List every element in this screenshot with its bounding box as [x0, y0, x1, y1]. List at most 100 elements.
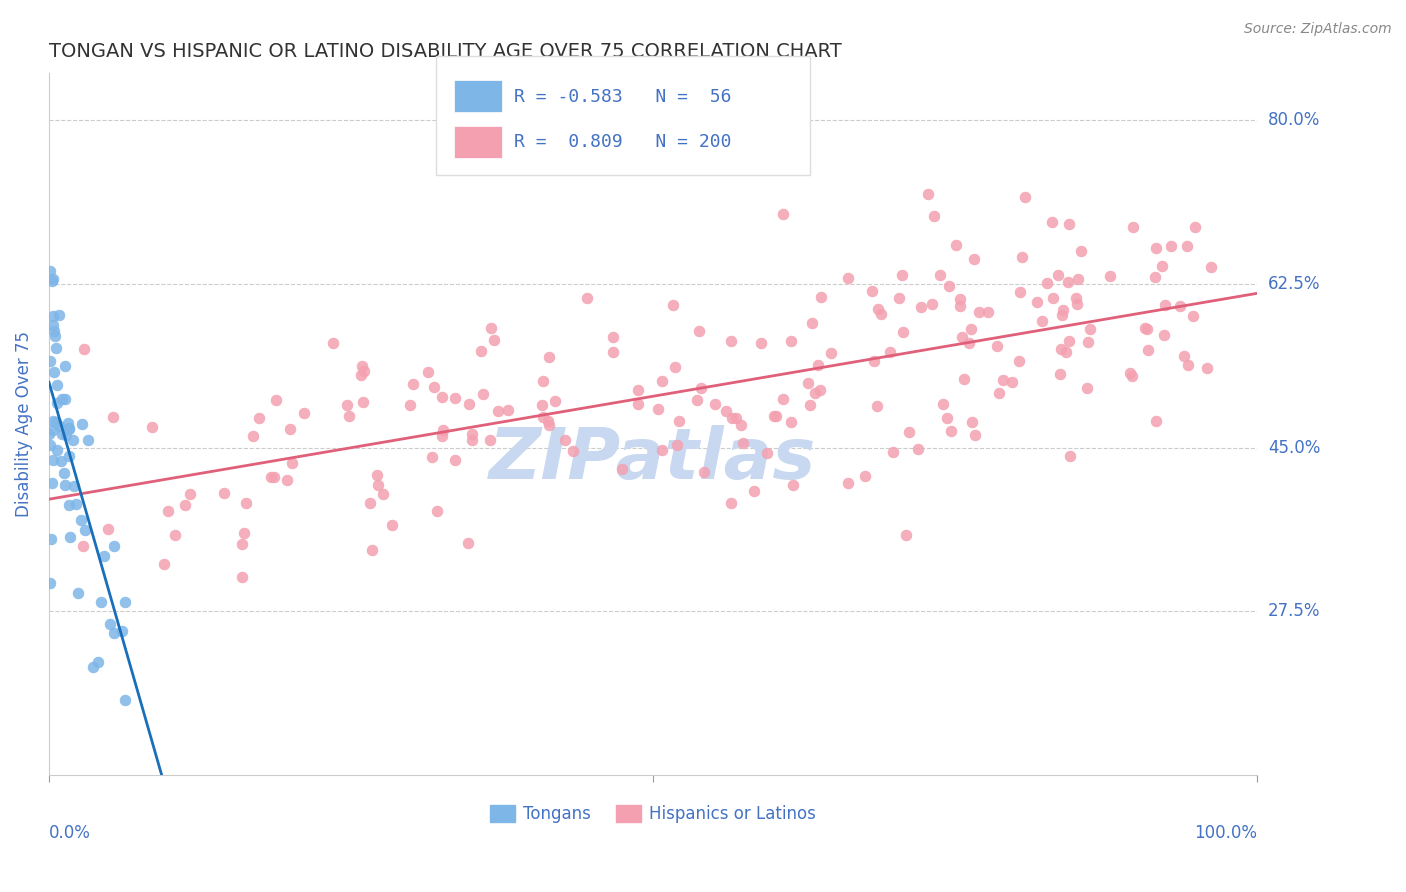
- Point: [690, 380, 713, 394]
- Point: [66, 585, 89, 599]
- Point: [371, 487, 394, 501]
- Point: [51, 426, 73, 441]
- Point: [960, 415, 983, 429]
- Point: [420, 450, 443, 464]
- Point: [1054, 344, 1077, 359]
- Point: [352, 359, 374, 373]
- Point: [1078, 322, 1101, 336]
- Point: [98, 617, 121, 632]
- Point: [42, 272, 65, 286]
- Point: [664, 360, 686, 375]
- Point: [627, 397, 650, 411]
- Point: [1076, 382, 1098, 396]
- Point: [39, 576, 62, 591]
- Point: [965, 428, 987, 442]
- Point: [890, 268, 912, 282]
- Point: [1050, 342, 1073, 356]
- Point: [366, 468, 388, 483]
- Point: [266, 393, 288, 408]
- Point: [101, 410, 124, 425]
- Point: [797, 376, 820, 390]
- Point: [103, 539, 125, 553]
- Point: [45, 341, 67, 355]
- Legend: Tongans, Hispanics or Latinos: Tongans, Hispanics or Latinos: [484, 798, 823, 830]
- Text: 62.5%: 62.5%: [1268, 275, 1320, 293]
- Point: [959, 322, 981, 336]
- Point: [353, 364, 375, 378]
- Point: [602, 345, 624, 359]
- Point: [703, 397, 725, 411]
- Point: [688, 324, 710, 338]
- Point: [444, 392, 467, 406]
- Point: [470, 344, 492, 359]
- Point: [232, 525, 254, 540]
- Text: ZIPatlas: ZIPatlas: [489, 425, 817, 494]
- Point: [423, 380, 446, 394]
- Point: [1042, 291, 1064, 305]
- Point: [73, 523, 96, 537]
- Point: [1133, 321, 1156, 335]
- Point: [720, 334, 742, 348]
- Point: [48, 419, 70, 434]
- FancyBboxPatch shape: [454, 126, 502, 158]
- Point: [1152, 259, 1174, 273]
- Point: [381, 518, 404, 533]
- Point: [65, 497, 87, 511]
- Point: [41, 275, 63, 289]
- Point: [53, 478, 76, 492]
- Point: [887, 292, 910, 306]
- Point: [765, 409, 787, 423]
- Point: [1119, 367, 1142, 381]
- Point: [58, 449, 80, 463]
- Point: [1011, 250, 1033, 264]
- Point: [538, 418, 561, 433]
- Point: [141, 419, 163, 434]
- Point: [46, 443, 69, 458]
- Point: [986, 339, 1008, 353]
- Point: [103, 626, 125, 640]
- Point: [235, 495, 257, 509]
- Point: [461, 433, 484, 447]
- Point: [666, 438, 689, 452]
- Point: [1066, 297, 1088, 311]
- Point: [1173, 349, 1195, 363]
- Point: [537, 414, 560, 428]
- Point: [111, 624, 134, 639]
- Point: [1001, 375, 1024, 389]
- Point: [432, 390, 454, 404]
- Point: [1099, 269, 1122, 284]
- Point: [837, 475, 859, 490]
- Point: [58, 422, 80, 436]
- Text: 80.0%: 80.0%: [1268, 112, 1320, 129]
- Point: [1154, 298, 1177, 312]
- Point: [537, 350, 560, 364]
- Point: [82, 659, 104, 673]
- Point: [62, 433, 84, 447]
- Point: [772, 207, 794, 221]
- Point: [42, 365, 65, 379]
- Point: [212, 486, 235, 500]
- Point: [51, 392, 73, 407]
- Point: [860, 284, 883, 298]
- Point: [1046, 268, 1069, 282]
- Point: [716, 404, 738, 418]
- Point: [957, 335, 980, 350]
- Point: [820, 346, 842, 360]
- Point: [941, 425, 963, 439]
- Point: [398, 399, 420, 413]
- Point: [51, 454, 73, 468]
- Y-axis label: Disability Age Over 75: Disability Age Over 75: [15, 331, 32, 517]
- Point: [544, 393, 567, 408]
- Point: [402, 376, 425, 391]
- Point: [868, 302, 890, 317]
- Point: [39, 354, 62, 368]
- Point: [602, 330, 624, 344]
- Point: [554, 434, 576, 448]
- Point: [1136, 322, 1159, 336]
- Point: [367, 477, 389, 491]
- Point: [70, 513, 93, 527]
- Point: [945, 238, 967, 252]
- Point: [693, 465, 716, 479]
- FancyBboxPatch shape: [454, 80, 502, 112]
- Point: [416, 365, 439, 379]
